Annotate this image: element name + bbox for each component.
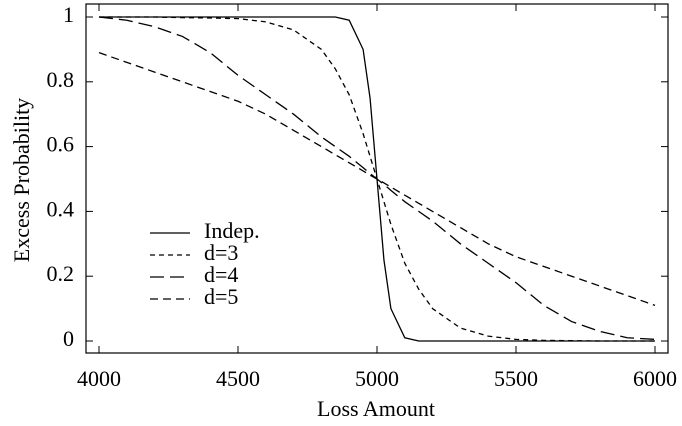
y-tick-label: 0.8: [47, 67, 75, 92]
legend-label: Indep.: [204, 218, 260, 243]
y-tick-label: 1: [63, 2, 74, 27]
series-line: [98, 52, 656, 306]
y-tick-label: 0.2: [47, 261, 75, 286]
y-tick-label: 0.6: [47, 132, 75, 157]
x-axis-label: Loss Amount: [317, 396, 435, 421]
x-tick-label: 6000: [633, 366, 677, 391]
x-tick-label: 4500: [216, 366, 260, 391]
y-axis-label: Excess Probability: [9, 98, 34, 262]
x-tick-label: 4000: [77, 366, 121, 391]
legend-label: d=4: [204, 262, 238, 287]
y-tick-label: 0.4: [47, 196, 75, 221]
x-tick-label: 5000: [355, 366, 399, 391]
series-line: [98, 16, 656, 341]
legend-label: d=3: [204, 240, 238, 265]
y-tick-label: 0: [63, 326, 74, 351]
x-tick-label: 5500: [494, 366, 538, 391]
legend-label: d=5: [204, 284, 238, 309]
